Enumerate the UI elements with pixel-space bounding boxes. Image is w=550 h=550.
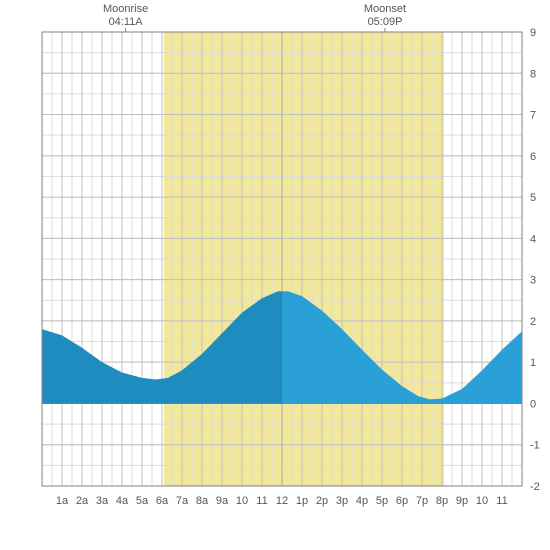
moonrise-title: Moonrise — [103, 3, 148, 15]
x-tick-label: 10 — [236, 495, 248, 507]
x-tick-label: 3a — [96, 495, 109, 507]
x-tick-label: 2p — [316, 495, 328, 507]
y-tick-label: 6 — [530, 151, 536, 163]
y-tick-label: 5 — [530, 192, 536, 204]
x-tick-label: 11 — [496, 495, 507, 507]
y-tick-label: 8 — [530, 68, 536, 80]
y-tick-label: -1 — [530, 440, 540, 452]
moonset-time: 05:09P — [368, 16, 403, 28]
x-tick-label: 1p — [296, 495, 308, 507]
y-tick-label: 1 — [530, 357, 536, 369]
y-tick-label: 4 — [530, 233, 536, 245]
y-tick-label: 2 — [530, 316, 536, 328]
y-tick-label: 3 — [530, 275, 536, 287]
y-tick-label: 9 — [530, 27, 536, 39]
x-tick-label: 8p — [436, 495, 448, 507]
y-tick-label: 0 — [530, 398, 536, 410]
x-tick-label: 9p — [456, 495, 468, 507]
x-tick-label: 6a — [156, 495, 169, 507]
chart-svg: 1a2a3a4a5a6a7a8a9a1011121p2p3p4p5p6p7p8p… — [0, 0, 550, 550]
moonset-title: Moonset — [364, 3, 406, 15]
x-tick-label: 3p — [336, 495, 348, 507]
x-tick-label: 11 — [256, 495, 267, 507]
x-tick-label: 10 — [476, 495, 488, 507]
x-tick-label: 12 — [276, 495, 288, 507]
x-tick-label: 8a — [196, 495, 209, 507]
y-tick-label: -2 — [530, 481, 540, 493]
x-tick-label: 9a — [216, 495, 229, 507]
x-tick-label: 1a — [56, 495, 69, 507]
x-tick-label: 7p — [416, 495, 428, 507]
x-tick-label: 2a — [76, 495, 89, 507]
x-tick-label: 7a — [176, 495, 189, 507]
x-tick-label: 4p — [356, 495, 368, 507]
y-tick-label: 7 — [530, 110, 536, 122]
x-tick-label: 4a — [116, 495, 129, 507]
x-tick-label: 5a — [136, 495, 149, 507]
moonrise-time: 04:11A — [109, 16, 144, 28]
x-tick-label: 6p — [396, 495, 408, 507]
tide-chart: 1a2a3a4a5a6a7a8a9a1011121p2p3p4p5p6p7p8p… — [0, 0, 550, 550]
x-tick-label: 5p — [376, 495, 388, 507]
